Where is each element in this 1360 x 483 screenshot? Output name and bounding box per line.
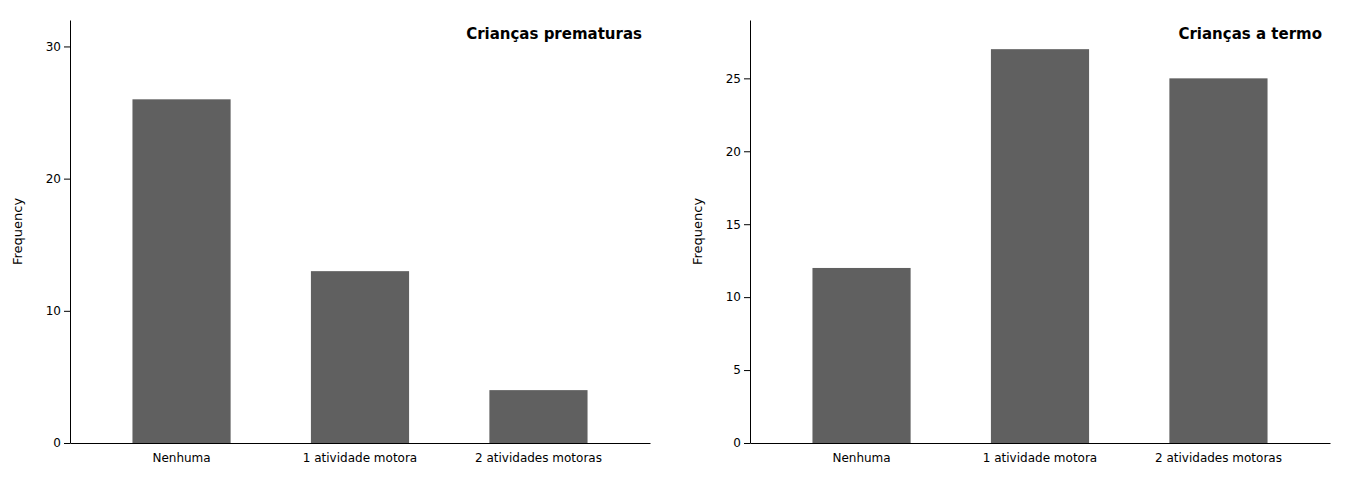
tick-label: 1 atividade motora xyxy=(303,451,417,465)
tick-label: 30 xyxy=(46,40,61,54)
tick: 2 atividades motoras xyxy=(1155,451,1282,465)
axis-line xyxy=(750,21,751,444)
tick-mark xyxy=(744,370,750,371)
tick: 15 xyxy=(726,218,750,232)
panel: 0 10 20 30 Nenhuma 1 atividade motora 2 ativid… xyxy=(10,21,651,465)
panel: 0 5 10 15 20 25 Nenhuma 1 atividade motora 2 ati… xyxy=(690,21,1331,465)
bars xyxy=(132,99,587,443)
tick-label: 0 xyxy=(53,436,61,450)
x-axis: Nenhuma 1 atividade motora 2 atividades mo… xyxy=(71,444,651,465)
axis-line xyxy=(751,443,1331,444)
bar xyxy=(311,271,409,443)
tick-label: 25 xyxy=(726,72,741,86)
y-axis: 0 5 10 15 20 25 xyxy=(726,21,751,451)
tick-label: 10 xyxy=(46,304,61,318)
bar xyxy=(1169,78,1267,443)
tick-mark xyxy=(64,179,70,180)
title: Crianças a termo xyxy=(1178,25,1322,43)
tick-label: 1 atividade motora xyxy=(983,451,1097,465)
tick-label: 2 atividades motoras xyxy=(1155,451,1282,465)
tick-mark xyxy=(64,311,70,312)
axis-line xyxy=(71,443,651,444)
title: Crianças prematuras xyxy=(466,25,642,43)
tick-label: 15 xyxy=(726,218,741,232)
tick: 1 atividade motora xyxy=(983,451,1097,465)
tick-label: 5 xyxy=(733,363,741,377)
y-axis: 0 10 20 30 xyxy=(46,21,71,451)
axis-title: Frequency xyxy=(10,198,25,265)
tick-label: Nenhuma xyxy=(832,451,890,465)
tick: 20 xyxy=(46,172,70,186)
tick-mark xyxy=(744,297,750,298)
tick: 10 xyxy=(46,304,70,318)
tick-mark xyxy=(744,443,750,444)
bar xyxy=(991,49,1089,443)
tick-label: 0 xyxy=(733,436,741,450)
tick-label: 10 xyxy=(726,290,741,304)
tick-label: 20 xyxy=(46,172,61,186)
tick-mark xyxy=(64,443,70,444)
tick: 0 xyxy=(733,436,750,450)
tick-mark xyxy=(744,224,750,225)
bar xyxy=(132,99,230,443)
tick-label: 2 atividades motoras xyxy=(475,451,602,465)
bar xyxy=(489,390,587,443)
tick-mark xyxy=(64,46,70,47)
tick: 1 atividade motora xyxy=(303,451,417,465)
tick-label: 20 xyxy=(726,145,741,159)
tick: 5 xyxy=(733,363,750,377)
x-axis: Nenhuma 1 atividade motora 2 atividades mo… xyxy=(751,444,1331,465)
tick: 2 atividades motoras xyxy=(475,451,602,465)
bar xyxy=(812,268,910,443)
axis-title: Frequency xyxy=(690,198,705,265)
tick: Nenhuma xyxy=(152,451,210,465)
axis-line xyxy=(70,21,71,444)
bars xyxy=(812,49,1267,443)
tick: Nenhuma xyxy=(832,451,890,465)
tick-label: Nenhuma xyxy=(152,451,210,465)
tick: 10 xyxy=(726,290,750,304)
figure: 0 10 20 30 Nenhuma 1 atividade motora 2 ativid… xyxy=(0,0,1360,483)
tick: 30 xyxy=(46,40,70,54)
tick-mark xyxy=(744,151,750,152)
tick: 25 xyxy=(726,72,750,86)
tick: 20 xyxy=(726,145,750,159)
tick: 0 xyxy=(53,436,70,450)
tick-mark xyxy=(744,78,750,79)
